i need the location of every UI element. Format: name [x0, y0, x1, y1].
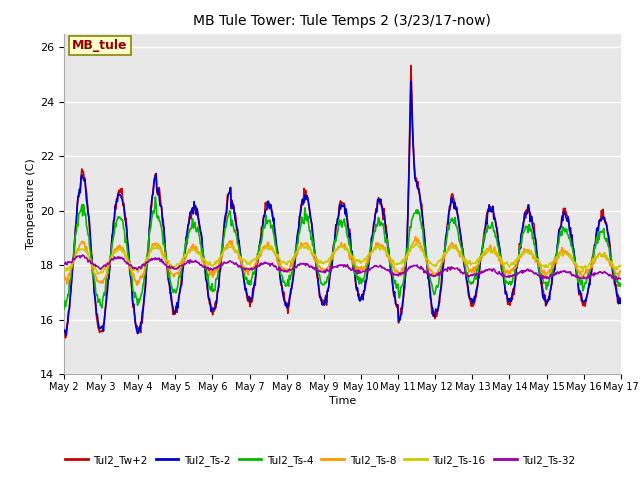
Tul2_Ts-8 — [214, 266, 222, 272]
Line: Tul2_Tw+2: Tul2_Tw+2 — [64, 66, 621, 338]
Line: Tul2_Ts-32: Tul2_Ts-32 — [64, 255, 621, 279]
Tul2_Ts-4 — [428, 280, 435, 286]
Tul2_Ts-2 — [617, 296, 625, 301]
Tul2_Ts-2 — [60, 328, 68, 334]
Tul2_Ts-4 — [60, 306, 68, 312]
Tul2_Tw+2 — [60, 327, 68, 333]
Line: Tul2_Ts-2: Tul2_Ts-2 — [64, 81, 621, 335]
Tul2_Tw+2 — [407, 63, 415, 69]
Tul2_Ts-16 — [428, 262, 436, 267]
Tul2_Ts-4 — [70, 248, 78, 254]
Tul2_Ts-2 — [63, 332, 70, 338]
Tul2_Tw+2 — [214, 288, 222, 294]
X-axis label: Time: Time — [329, 396, 356, 406]
Tul2_Ts-32 — [128, 264, 136, 270]
Tul2_Tw+2 — [412, 177, 419, 182]
Tul2_Tw+2 — [61, 335, 69, 341]
Tul2_Ts-4 — [127, 272, 135, 277]
Tul2_Ts-2 — [407, 78, 415, 84]
Tul2_Ts-8 — [127, 268, 135, 274]
Tul2_Ts-8 — [428, 268, 436, 274]
Tul2_Ts-16 — [94, 271, 102, 277]
Line: Tul2_Ts-4: Tul2_Ts-4 — [64, 197, 621, 309]
Tul2_Ts-4 — [152, 194, 159, 200]
Tul2_Ts-4 — [185, 229, 193, 235]
Tul2_Ts-8 — [185, 247, 193, 253]
Tul2_Ts-16 — [214, 259, 222, 264]
Line: Tul2_Ts-16: Tul2_Ts-16 — [64, 243, 621, 274]
Tul2_Ts-32 — [617, 276, 625, 282]
Tul2_Ts-16 — [411, 241, 419, 247]
Tul2_Ts-4 — [617, 281, 625, 287]
Tul2_Ts-16 — [413, 240, 420, 246]
Tul2_Ts-2 — [428, 304, 436, 310]
Tul2_Ts-2 — [412, 178, 419, 184]
Tul2_Ts-16 — [60, 267, 68, 273]
Tul2_Tw+2 — [428, 311, 436, 317]
Tul2_Ts-2 — [214, 286, 222, 292]
Tul2_Ts-32 — [214, 264, 222, 269]
Tul2_Ts-8 — [60, 273, 68, 278]
Tul2_Ts-32 — [185, 258, 193, 264]
Tul2_Ts-32 — [70, 256, 78, 262]
Line: Tul2_Ts-8: Tul2_Ts-8 — [64, 237, 621, 285]
Tul2_Ts-2 — [128, 292, 136, 298]
Tul2_Ts-32 — [79, 252, 86, 258]
Tul2_Ts-32 — [60, 261, 68, 267]
Tul2_Tw+2 — [128, 289, 136, 295]
Tul2_Ts-16 — [70, 256, 78, 262]
Tul2_Tw+2 — [617, 300, 625, 306]
Tul2_Ts-32 — [610, 276, 618, 282]
Tul2_Ts-8 — [412, 234, 419, 240]
Tul2_Ts-4 — [411, 210, 419, 216]
Tul2_Ts-8 — [70, 256, 78, 262]
Tul2_Ts-16 — [185, 249, 193, 255]
Tul2_Ts-2 — [71, 239, 79, 245]
Title: MB Tule Tower: Tule Temps 2 (3/23/17-now): MB Tule Tower: Tule Temps 2 (3/23/17-now… — [193, 14, 492, 28]
Tul2_Ts-8 — [411, 237, 419, 243]
Tul2_Ts-2 — [185, 222, 193, 228]
Tul2_Ts-4 — [214, 269, 222, 275]
Y-axis label: Temperature (C): Temperature (C) — [26, 158, 36, 250]
Tul2_Ts-8 — [133, 282, 141, 288]
Legend: Tul2_Tw+2, Tul2_Ts-2, Tul2_Ts-4, Tul2_Ts-8, Tul2_Ts-16, Tul2_Ts-32: Tul2_Tw+2, Tul2_Ts-2, Tul2_Ts-4, Tul2_Ts… — [61, 451, 579, 470]
Tul2_Ts-16 — [128, 264, 136, 270]
Tul2_Tw+2 — [71, 235, 79, 240]
Tul2_Ts-16 — [617, 263, 625, 269]
Tul2_Ts-8 — [617, 268, 625, 274]
Tul2_Ts-32 — [411, 263, 419, 268]
Text: MB_tule: MB_tule — [72, 39, 128, 52]
Tul2_Tw+2 — [185, 221, 193, 227]
Tul2_Ts-32 — [428, 271, 435, 277]
